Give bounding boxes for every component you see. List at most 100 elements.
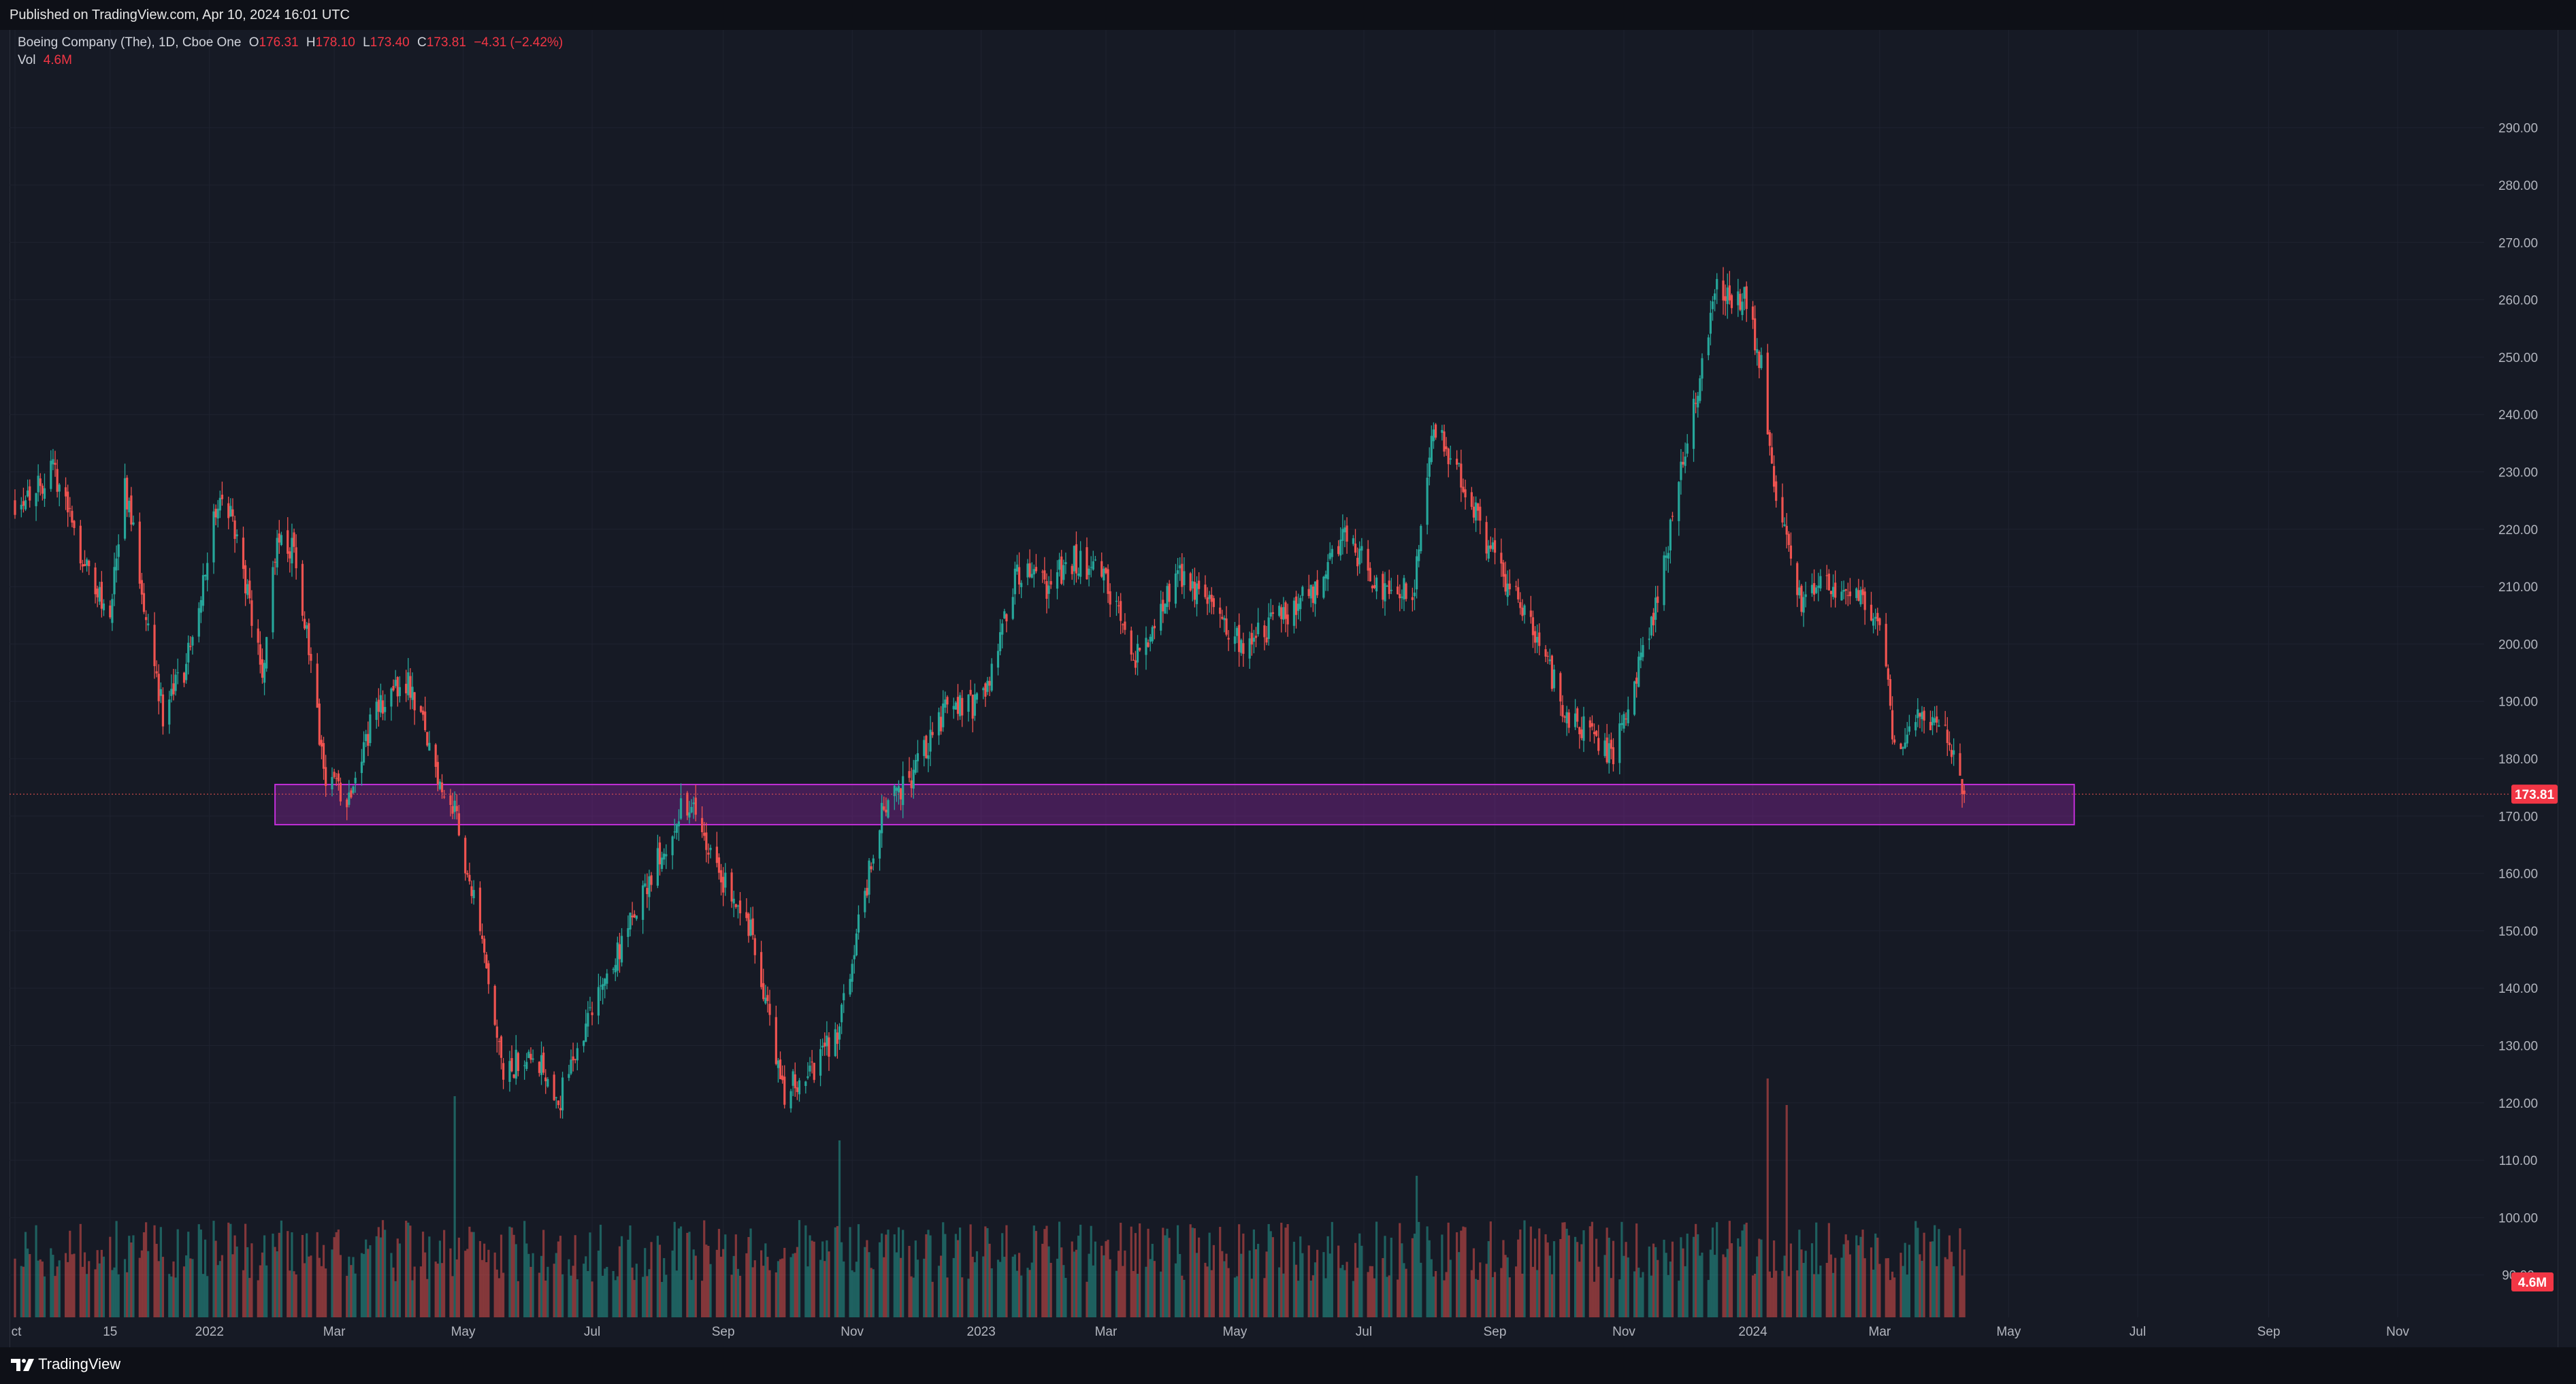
volume-bar [819,1259,822,1317]
candle [132,522,135,525]
candle [1550,655,1554,689]
volume-bar [1891,1271,1894,1317]
candle [1420,525,1422,552]
candle [1692,399,1695,449]
candle [325,767,327,787]
candle [1783,524,1786,527]
volume-bar [834,1227,836,1317]
volume-bar [1292,1241,1296,1317]
candle [796,1087,798,1092]
volume-bar [54,1276,56,1317]
volume-bar [688,1232,691,1317]
y-tick-label: 130.00 [2498,1040,2538,1054]
y-tick-label: 100.00 [2498,1211,2538,1225]
volume-bar [1758,1238,1761,1317]
candle [1386,585,1388,587]
candle [1517,587,1520,599]
volume-bar [1195,1253,1199,1317]
volume-bar [883,1257,885,1317]
candle [1906,734,1908,744]
candle [274,561,276,563]
volume-bar [1921,1260,1923,1317]
candle [857,914,860,933]
candle [576,1048,578,1061]
candle [1493,540,1497,553]
candle [631,915,634,918]
volume-bar [540,1255,543,1317]
candle [227,503,230,518]
candle [276,538,278,567]
volume-bar [1343,1270,1346,1317]
candle [1390,589,1392,591]
candle [1103,568,1105,581]
candle [753,938,756,955]
candle [1827,574,1830,591]
candle [749,919,752,936]
symbol-title[interactable]: Boeing Company (The), 1D, Cboe One [18,35,242,50]
candle [426,731,429,746]
volume-bar [1716,1222,1718,1317]
volume-bar [1848,1254,1852,1317]
volume-bar [1428,1240,1431,1317]
volume-bar [176,1229,179,1317]
candle [440,782,444,793]
volume-bar [629,1225,632,1317]
candle [1147,642,1150,647]
volume-bar [438,1240,442,1317]
tradingview-logo[interactable]: TradingView [11,1355,120,1373]
volume-bar [1829,1254,1833,1317]
volume-bar [1711,1228,1714,1317]
volume-bar [1139,1223,1141,1317]
candle [864,891,866,912]
candle [308,623,310,655]
candle [1432,429,1435,442]
candle [671,836,674,855]
candle [1254,636,1258,638]
candle [544,1077,547,1082]
candle [1369,567,1371,582]
y-tick-label: 290.00 [2498,122,2538,136]
y-tick-label: 250.00 [2498,351,2538,365]
candle [1212,598,1215,608]
volume-bar [1284,1228,1287,1317]
volume-bar [64,1253,67,1317]
candle [1464,489,1467,497]
volume-bar [67,1262,69,1317]
candle [153,625,156,666]
volume-bar [1181,1275,1184,1317]
candle [1908,726,1911,732]
candle [1680,461,1682,480]
candle [218,497,221,511]
candle [111,599,114,623]
volume-bar [1961,1275,1963,1317]
candle [1139,648,1141,650]
candles-layer [14,267,1966,1119]
candle [170,689,173,696]
candle [942,703,945,727]
candle [1354,543,1357,553]
candle [1367,548,1369,571]
candle [1529,610,1532,617]
volume-bar [1286,1223,1289,1317]
candle [123,478,127,539]
volume-bar [512,1234,515,1317]
volume-bar [671,1250,674,1317]
volume-bar [1697,1234,1699,1317]
candle [244,565,247,594]
candle [1961,778,1963,795]
chart-panel[interactable] [10,30,2558,1347]
open-label: O [248,35,259,50]
volume-bar [853,1272,855,1317]
volume-bar [555,1253,557,1317]
candle [1711,301,1714,310]
volume-bar [1834,1257,1837,1317]
volume-bar [440,1263,444,1317]
candle [811,1061,813,1063]
volume-bar [1373,1278,1376,1317]
candle [1519,602,1522,608]
candle [1931,716,1934,725]
volume-bar [1840,1257,1843,1317]
candle [1885,623,1887,667]
candle [542,1052,545,1073]
